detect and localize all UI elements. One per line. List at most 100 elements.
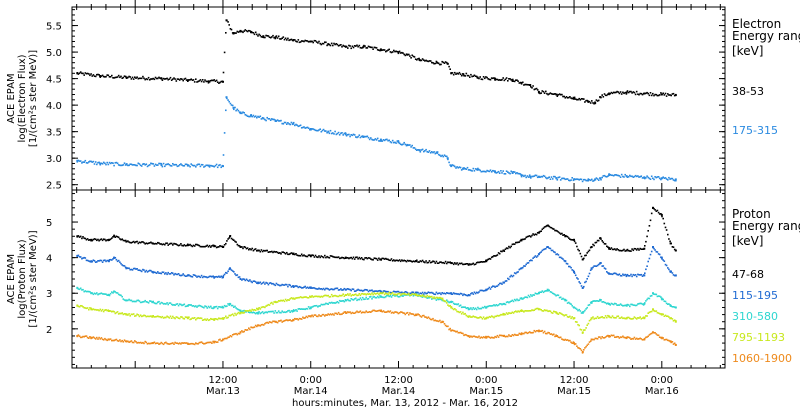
data-point: [259, 325, 262, 327]
data-point: [306, 316, 309, 319]
data-point: [440, 261, 442, 263]
data-point: [601, 301, 603, 303]
data-point: [409, 144, 411, 146]
data-point: [206, 244, 209, 247]
data-point: [527, 176, 530, 178]
data-point: [245, 114, 248, 117]
data-point: [116, 260, 119, 263]
data-point: [368, 289, 371, 292]
data-point: [669, 340, 672, 343]
data-point: [389, 141, 392, 143]
data-point: [492, 169, 494, 172]
data-point: [534, 174, 537, 177]
data-point: [129, 163, 131, 165]
data-point: [397, 296, 400, 298]
data-point: [201, 164, 204, 166]
data-point: [286, 319, 288, 321]
data-point: [342, 289, 344, 291]
data-point: [112, 339, 114, 342]
data-point: [413, 56, 416, 58]
data-point: [150, 269, 152, 272]
data-point: [243, 311, 245, 314]
data-point: [252, 309, 255, 311]
data-point: [516, 311, 518, 313]
data-point: [143, 77, 145, 80]
data-point: [541, 90, 544, 92]
data-point: [324, 254, 326, 257]
data-point: [618, 249, 621, 252]
data-point: [531, 309, 533, 311]
data-point: [159, 272, 161, 274]
data-point: [423, 295, 425, 298]
data-point: [379, 295, 382, 298]
data-point: [251, 247, 253, 250]
data-point: [592, 338, 594, 341]
data-point: [444, 61, 447, 63]
data-point: [123, 339, 126, 341]
data-point: [226, 305, 228, 307]
data-point: [590, 301, 593, 304]
data-point: [314, 40, 317, 42]
data-point: [455, 309, 457, 311]
data-point: [587, 322, 590, 325]
data-point: [204, 276, 206, 278]
data-point: [653, 94, 655, 97]
data-point: [121, 238, 123, 240]
data-point: [94, 261, 97, 263]
data-point: [403, 292, 405, 295]
data-point: [446, 325, 448, 328]
data-point: [576, 277, 578, 279]
data-point: [332, 295, 334, 298]
data-point: [622, 317, 624, 320]
data-point: [298, 125, 301, 127]
data-point: [231, 304, 234, 307]
data-point: [530, 310, 532, 312]
data-point: [109, 162, 112, 165]
data-point: [399, 291, 402, 294]
data-point: [353, 258, 356, 260]
data-point: [427, 295, 430, 298]
data-point: [284, 121, 287, 124]
data-point: [406, 53, 409, 56]
data-point: [629, 337, 631, 339]
data-point: [292, 122, 295, 125]
legend-title: Energy ranges: [732, 219, 800, 233]
data-point: [485, 171, 487, 173]
data-point: [119, 339, 121, 341]
data-point: [135, 314, 137, 317]
data-point: [282, 251, 285, 253]
data-point: [86, 238, 89, 240]
data-point: [196, 276, 198, 278]
data-point: [298, 285, 301, 288]
data-point: [556, 294, 559, 296]
data-point: [393, 49, 395, 52]
data-point: [172, 304, 174, 306]
data-point: [548, 225, 550, 228]
data-point: [344, 45, 347, 48]
data-point: [282, 320, 285, 323]
data-point: [166, 242, 168, 244]
data-point: [467, 263, 470, 266]
data-point: [518, 172, 521, 175]
data-point: [426, 292, 428, 294]
legend-entry: 115-195: [732, 289, 778, 302]
data-point: [223, 304, 226, 307]
data-point: [471, 316, 473, 318]
data-point: [662, 217, 664, 220]
data-point: [314, 295, 317, 298]
data-point: [250, 326, 252, 328]
data-point: [534, 255, 537, 257]
data-point: [563, 177, 565, 180]
data-point: [463, 293, 465, 295]
data-point: [245, 30, 248, 32]
data-point: [97, 73, 99, 76]
data-point: [619, 91, 622, 93]
data-point: [183, 303, 186, 306]
data-point: [77, 288, 80, 290]
data-point: [671, 272, 674, 274]
data-point: [672, 343, 675, 345]
data-point: [609, 304, 611, 306]
data-point: [525, 83, 527, 86]
data-point: [406, 293, 409, 296]
